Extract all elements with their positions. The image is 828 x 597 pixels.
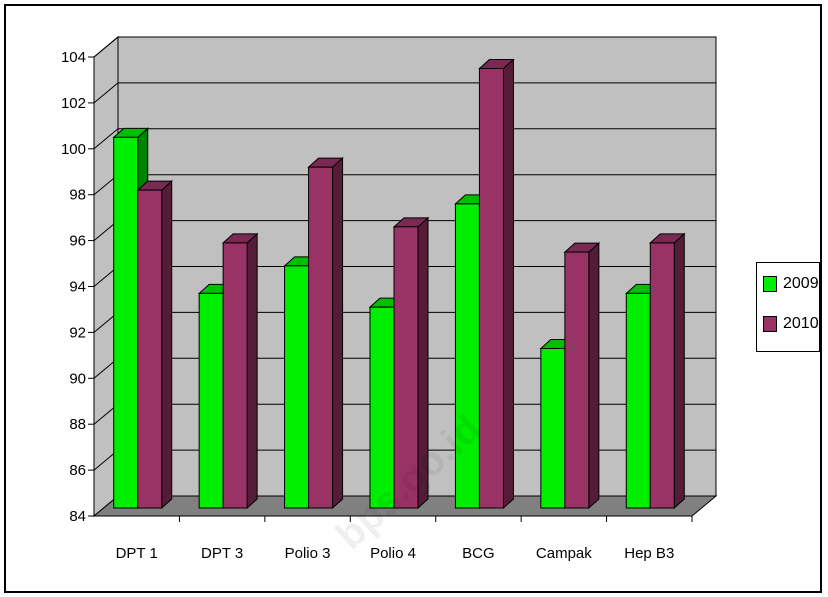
x-tick-label: Polio 3 — [285, 545, 331, 562]
x-tick-label: BCG — [462, 545, 495, 562]
bar-side-dpt-1-2010 — [161, 179, 173, 510]
x-tick-label: DPT 3 — [201, 545, 243, 562]
gridline — [93, 128, 716, 150]
gridline — [93, 82, 716, 104]
bar-dpt-3-2010 — [222, 242, 248, 509]
bar-hep-b3-2010 — [649, 242, 675, 509]
y-tick-label: 94 — [69, 279, 86, 296]
y-tick-label: 86 — [69, 462, 86, 479]
legend-item-2010: 2010 — [763, 313, 819, 335]
bar-polio-3-2009 — [284, 265, 310, 509]
bar-side-dpt-3-2010 — [246, 232, 258, 510]
y-tick-label: 90 — [69, 370, 86, 387]
y-tick-label: 102 — [61, 95, 86, 112]
bar-bcg-2009 — [454, 203, 480, 509]
bar-polio-4-2010 — [393, 226, 419, 509]
bar-side-hep-b3-2010 — [673, 232, 685, 510]
bar-polio-3-2010 — [308, 166, 334, 509]
x-tick-label: Campak — [536, 545, 592, 562]
y-tick-label: 96 — [69, 233, 86, 250]
bar-polio-4-2009 — [369, 306, 395, 509]
bar-dpt-1-2010 — [137, 189, 163, 509]
y-tick-label: 88 — [69, 416, 86, 433]
bar-hep-b3-2009 — [625, 292, 651, 509]
x-tick-label: DPT 1 — [116, 545, 158, 562]
bar-campak-2009 — [540, 347, 566, 509]
legend-item-2009: 2009 — [763, 273, 819, 295]
gridline — [93, 36, 716, 58]
y-tick-label: 100 — [61, 141, 86, 158]
bar-side-polio-3-2010 — [332, 157, 344, 510]
legend-swatch-2010 — [763, 316, 777, 332]
y-tick-label: 84 — [69, 508, 86, 525]
legend: 2009 2010 — [756, 262, 820, 352]
bar-bcg-2010 — [478, 67, 504, 509]
legend-label-2009: 2009 — [783, 275, 819, 292]
legend-label-2010: 2010 — [783, 315, 819, 332]
bar-dpt-1-2009 — [113, 136, 139, 509]
x-tick-label: Hep B3 — [624, 545, 674, 562]
y-tick-label: 92 — [69, 324, 86, 341]
y-tick-label: 104 — [61, 49, 86, 66]
legend-swatch-2009 — [763, 276, 777, 292]
bar-side-bcg-2010 — [502, 58, 514, 510]
x-tick-label: Polio 4 — [370, 545, 416, 562]
y-tick-label: 98 — [69, 187, 86, 204]
bar-dpt-3-2009 — [198, 292, 224, 509]
bar-campak-2010 — [564, 251, 590, 509]
bar-side-campak-2010 — [588, 241, 600, 510]
